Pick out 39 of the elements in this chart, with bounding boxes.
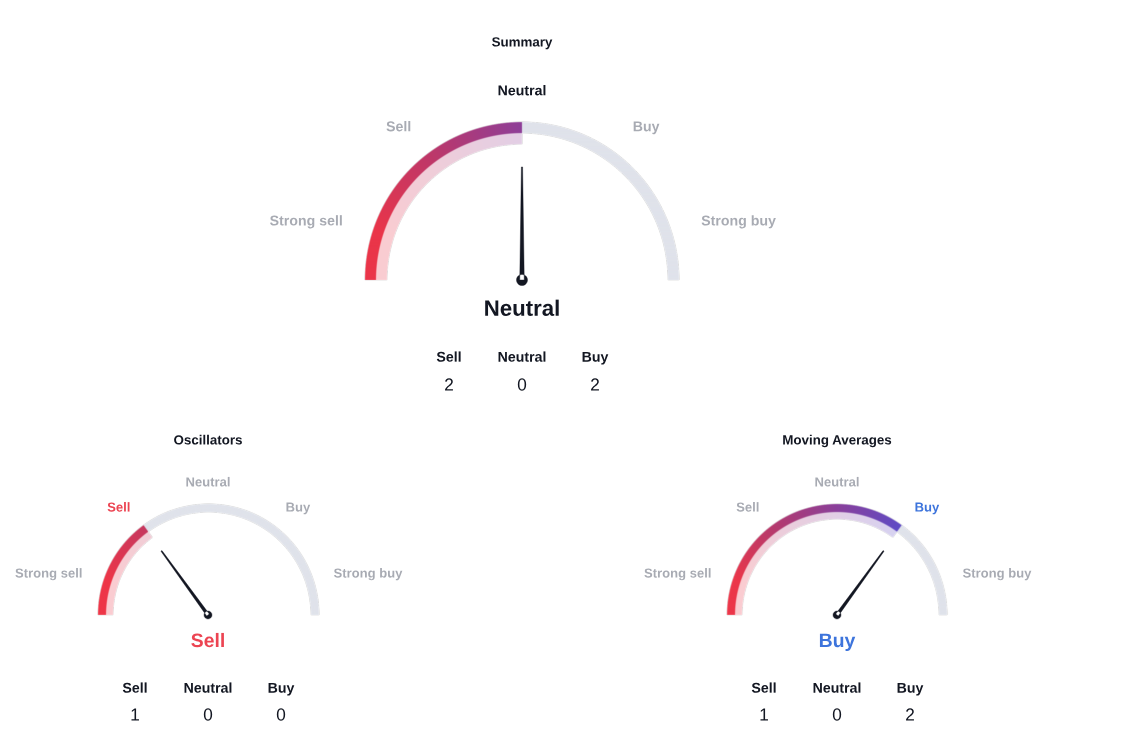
category-label: Sell	[436, 351, 461, 362]
data-label: 1	[760, 708, 768, 721]
data-label: 1	[131, 708, 139, 721]
category-label: Neutral	[498, 351, 546, 362]
data-label: 0	[276, 708, 286, 721]
category-label: Neutral	[498, 85, 546, 96]
category-label: Strong buy	[701, 215, 776, 229]
category-label: Buy	[915, 502, 940, 515]
category-label: Strong buy	[962, 568, 1032, 581]
category-label: Buy	[268, 682, 295, 696]
text: Moving Averages	[783, 434, 892, 448]
category-label: Strong sell	[270, 215, 342, 229]
category-label: Buy	[633, 121, 660, 135]
category-label: Sell	[751, 682, 776, 693]
category-label: Buy	[897, 682, 924, 696]
text: Neutral	[485, 299, 559, 316]
category-label: Strong sell	[15, 568, 82, 581]
category-label: Neutral	[186, 476, 230, 487]
category-label: Strong sell	[644, 568, 711, 581]
category-label: Neutral	[184, 682, 232, 693]
category-label: Neutral	[815, 476, 859, 487]
text: Sell	[191, 632, 224, 648]
text: Summary	[492, 37, 553, 50]
category-label: Sell	[122, 682, 147, 693]
category-label: Sell	[386, 120, 411, 132]
text: Buy	[819, 633, 856, 652]
category-label: Buy	[286, 502, 311, 515]
data-label: 0	[203, 708, 213, 721]
category-label: Sell	[107, 502, 130, 512]
category-label: Neutral	[813, 682, 861, 693]
category-label: Sell	[736, 502, 759, 512]
data-label: 2	[906, 708, 914, 721]
data-label: 0	[832, 708, 842, 721]
text: Oscillators	[174, 434, 242, 445]
data-label: 2	[591, 378, 599, 391]
data-label: 2	[445, 378, 453, 391]
category-label: Buy	[582, 351, 609, 365]
data-label: 0	[517, 378, 527, 391]
category-label: Strong buy	[333, 568, 403, 581]
